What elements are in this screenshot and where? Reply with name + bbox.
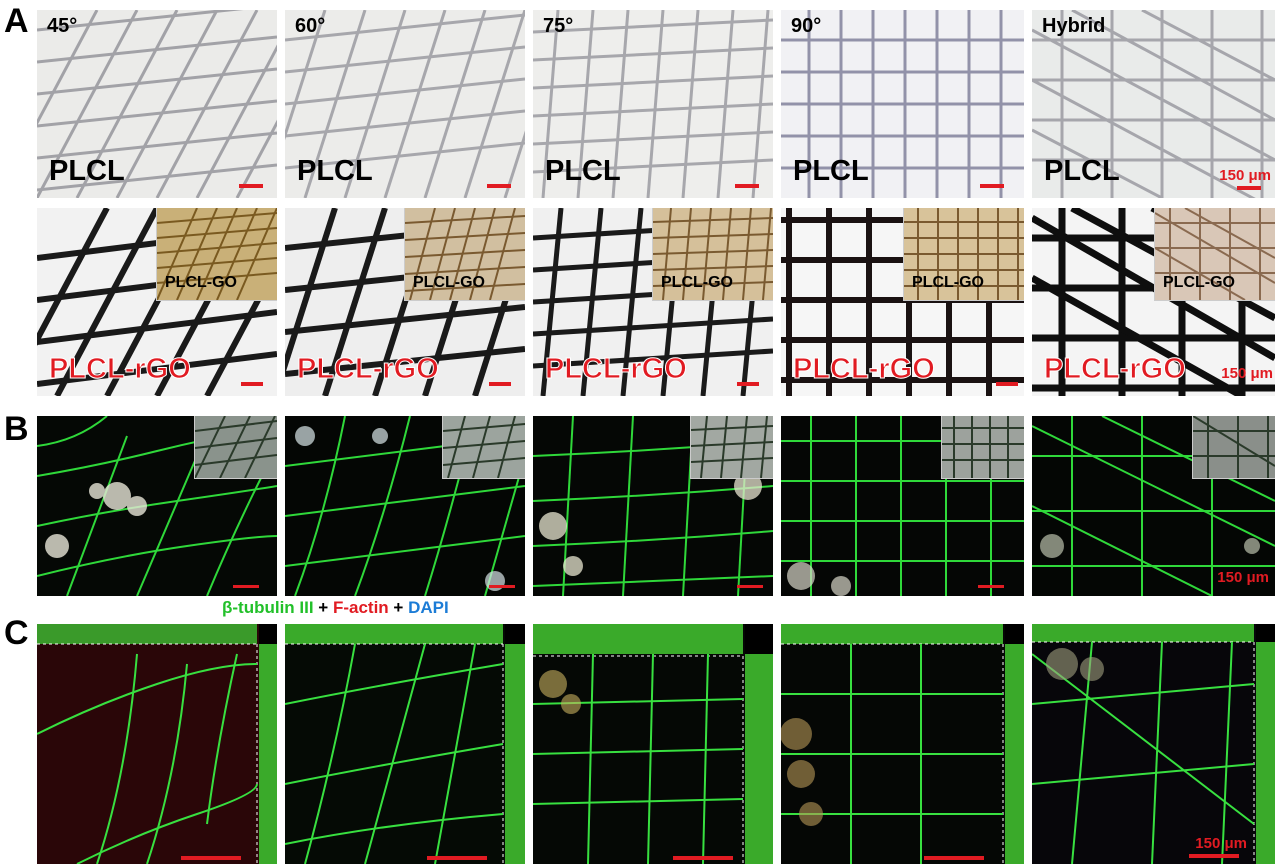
plcl-go-inset: PLCL-GO (652, 208, 773, 301)
scale-bar (239, 184, 263, 188)
plcl-go-inset: PLCL-GO (1154, 208, 1275, 301)
inset-label: PLCL-GO (165, 274, 237, 291)
fluorescence-45-image (37, 416, 277, 596)
plcl-go-inset: PLCL-GO (156, 208, 277, 301)
confocal-45-image (37, 624, 277, 864)
brightfield-inset (442, 416, 525, 479)
legend-tubulin: β-tubulin III (222, 598, 314, 617)
brightfield-inset (941, 416, 1024, 479)
confocal-60-image (285, 624, 525, 864)
confocal-75-image (533, 624, 773, 864)
angle-label: 45° (47, 15, 78, 37)
scale-text: 150 μm (1219, 167, 1271, 184)
scale-text: 150 μm (1217, 569, 1269, 586)
scale-bar (673, 856, 733, 860)
fluorescence-75-image (533, 416, 773, 596)
scale-bar (737, 585, 763, 588)
inset-label: PLCL-GO (912, 274, 984, 291)
fluorescence-60-image (285, 416, 525, 596)
panel-letter-b: B (4, 410, 29, 448)
legend-actin: F-actin (332, 598, 389, 617)
scale-bar (241, 382, 263, 386)
plcl-60-image: 60° PLCL (285, 10, 525, 198)
plcl-rgo-90-image: PLCL-GO PLCL-rGO (781, 208, 1024, 396)
brightfield-inset (1192, 416, 1275, 479)
scale-bar (924, 856, 984, 860)
scale-bar (427, 856, 487, 860)
scale-bar (1237, 186, 1261, 190)
scale-bar (980, 184, 1004, 188)
brightfield-inset (194, 416, 277, 479)
scale-bar (978, 585, 1004, 588)
scale-text: 150 μm (1221, 365, 1273, 382)
inset-label: PLCL-GO (661, 274, 733, 291)
material-label: PLCL (1044, 155, 1120, 187)
angle-label: 90° (791, 15, 822, 37)
material-label: PLCL (793, 155, 869, 187)
scale-bar (996, 382, 1018, 386)
scale-text: 150 μm (1195, 835, 1247, 852)
angle-label: 75° (543, 15, 574, 37)
plcl-hybrid-image: Hybrid PLCL 150 μm (1032, 10, 1275, 198)
plcl-75-image: 75° PLCL (533, 10, 773, 198)
scale-bar (487, 184, 511, 188)
plcl-rgo-75-image: PLCL-GO PLCL-rGO (533, 208, 773, 396)
brightfield-inset (690, 416, 773, 479)
legend-dapi: DAPI (408, 598, 449, 617)
plcl-go-inset: PLCL-GO (903, 208, 1024, 301)
scale-bar (181, 856, 241, 860)
scale-bar (735, 184, 759, 188)
scale-bar (233, 585, 259, 588)
angle-label: Hybrid (1042, 15, 1106, 37)
panel-letter-a: A (4, 2, 29, 40)
plcl-rgo-60-image: PLCL-GO PLCL-rGO (285, 208, 525, 396)
plcl-45-image: 45° PLCL (37, 10, 277, 198)
confocal-hybrid-image: 150 μm (1032, 624, 1275, 864)
material-label: PLCL-rGO (49, 353, 192, 386)
material-label: PLCL-rGO (545, 353, 688, 386)
material-label: PLCL (297, 155, 373, 187)
scale-bar (489, 585, 515, 588)
plcl-rgo-45-image: PLCL-GO PLCL-rGO (37, 208, 277, 396)
confocal-90-image (781, 624, 1024, 864)
stain-legend: β-tubulin III + F-actin + DAPI (222, 598, 449, 618)
scale-bar (1189, 854, 1239, 858)
material-label: PLCL (49, 155, 125, 187)
material-label: PLCL-rGO (297, 353, 440, 386)
inset-label: PLCL-GO (413, 274, 485, 291)
inset-label: PLCL-GO (1163, 274, 1235, 291)
material-label: PLCL-rGO (1044, 353, 1187, 386)
plcl-90-image: 90° PLCL (781, 10, 1024, 198)
legend-plus: + (313, 598, 333, 617)
angle-label: 60° (295, 15, 326, 37)
scale-bar (489, 382, 511, 386)
panel-letter-c: C (4, 614, 29, 652)
legend-plus: + (388, 598, 409, 617)
scale-bar (737, 382, 759, 386)
fluorescence-90-image (781, 416, 1024, 596)
plcl-go-inset: PLCL-GO (404, 208, 525, 301)
material-label: PLCL-rGO (793, 353, 936, 386)
plcl-rgo-hybrid-image: PLCL-GO PLCL-rGO 150 μm (1032, 208, 1275, 396)
fluorescence-hybrid-image: 150 μm (1032, 416, 1275, 596)
material-label: PLCL (545, 155, 621, 187)
